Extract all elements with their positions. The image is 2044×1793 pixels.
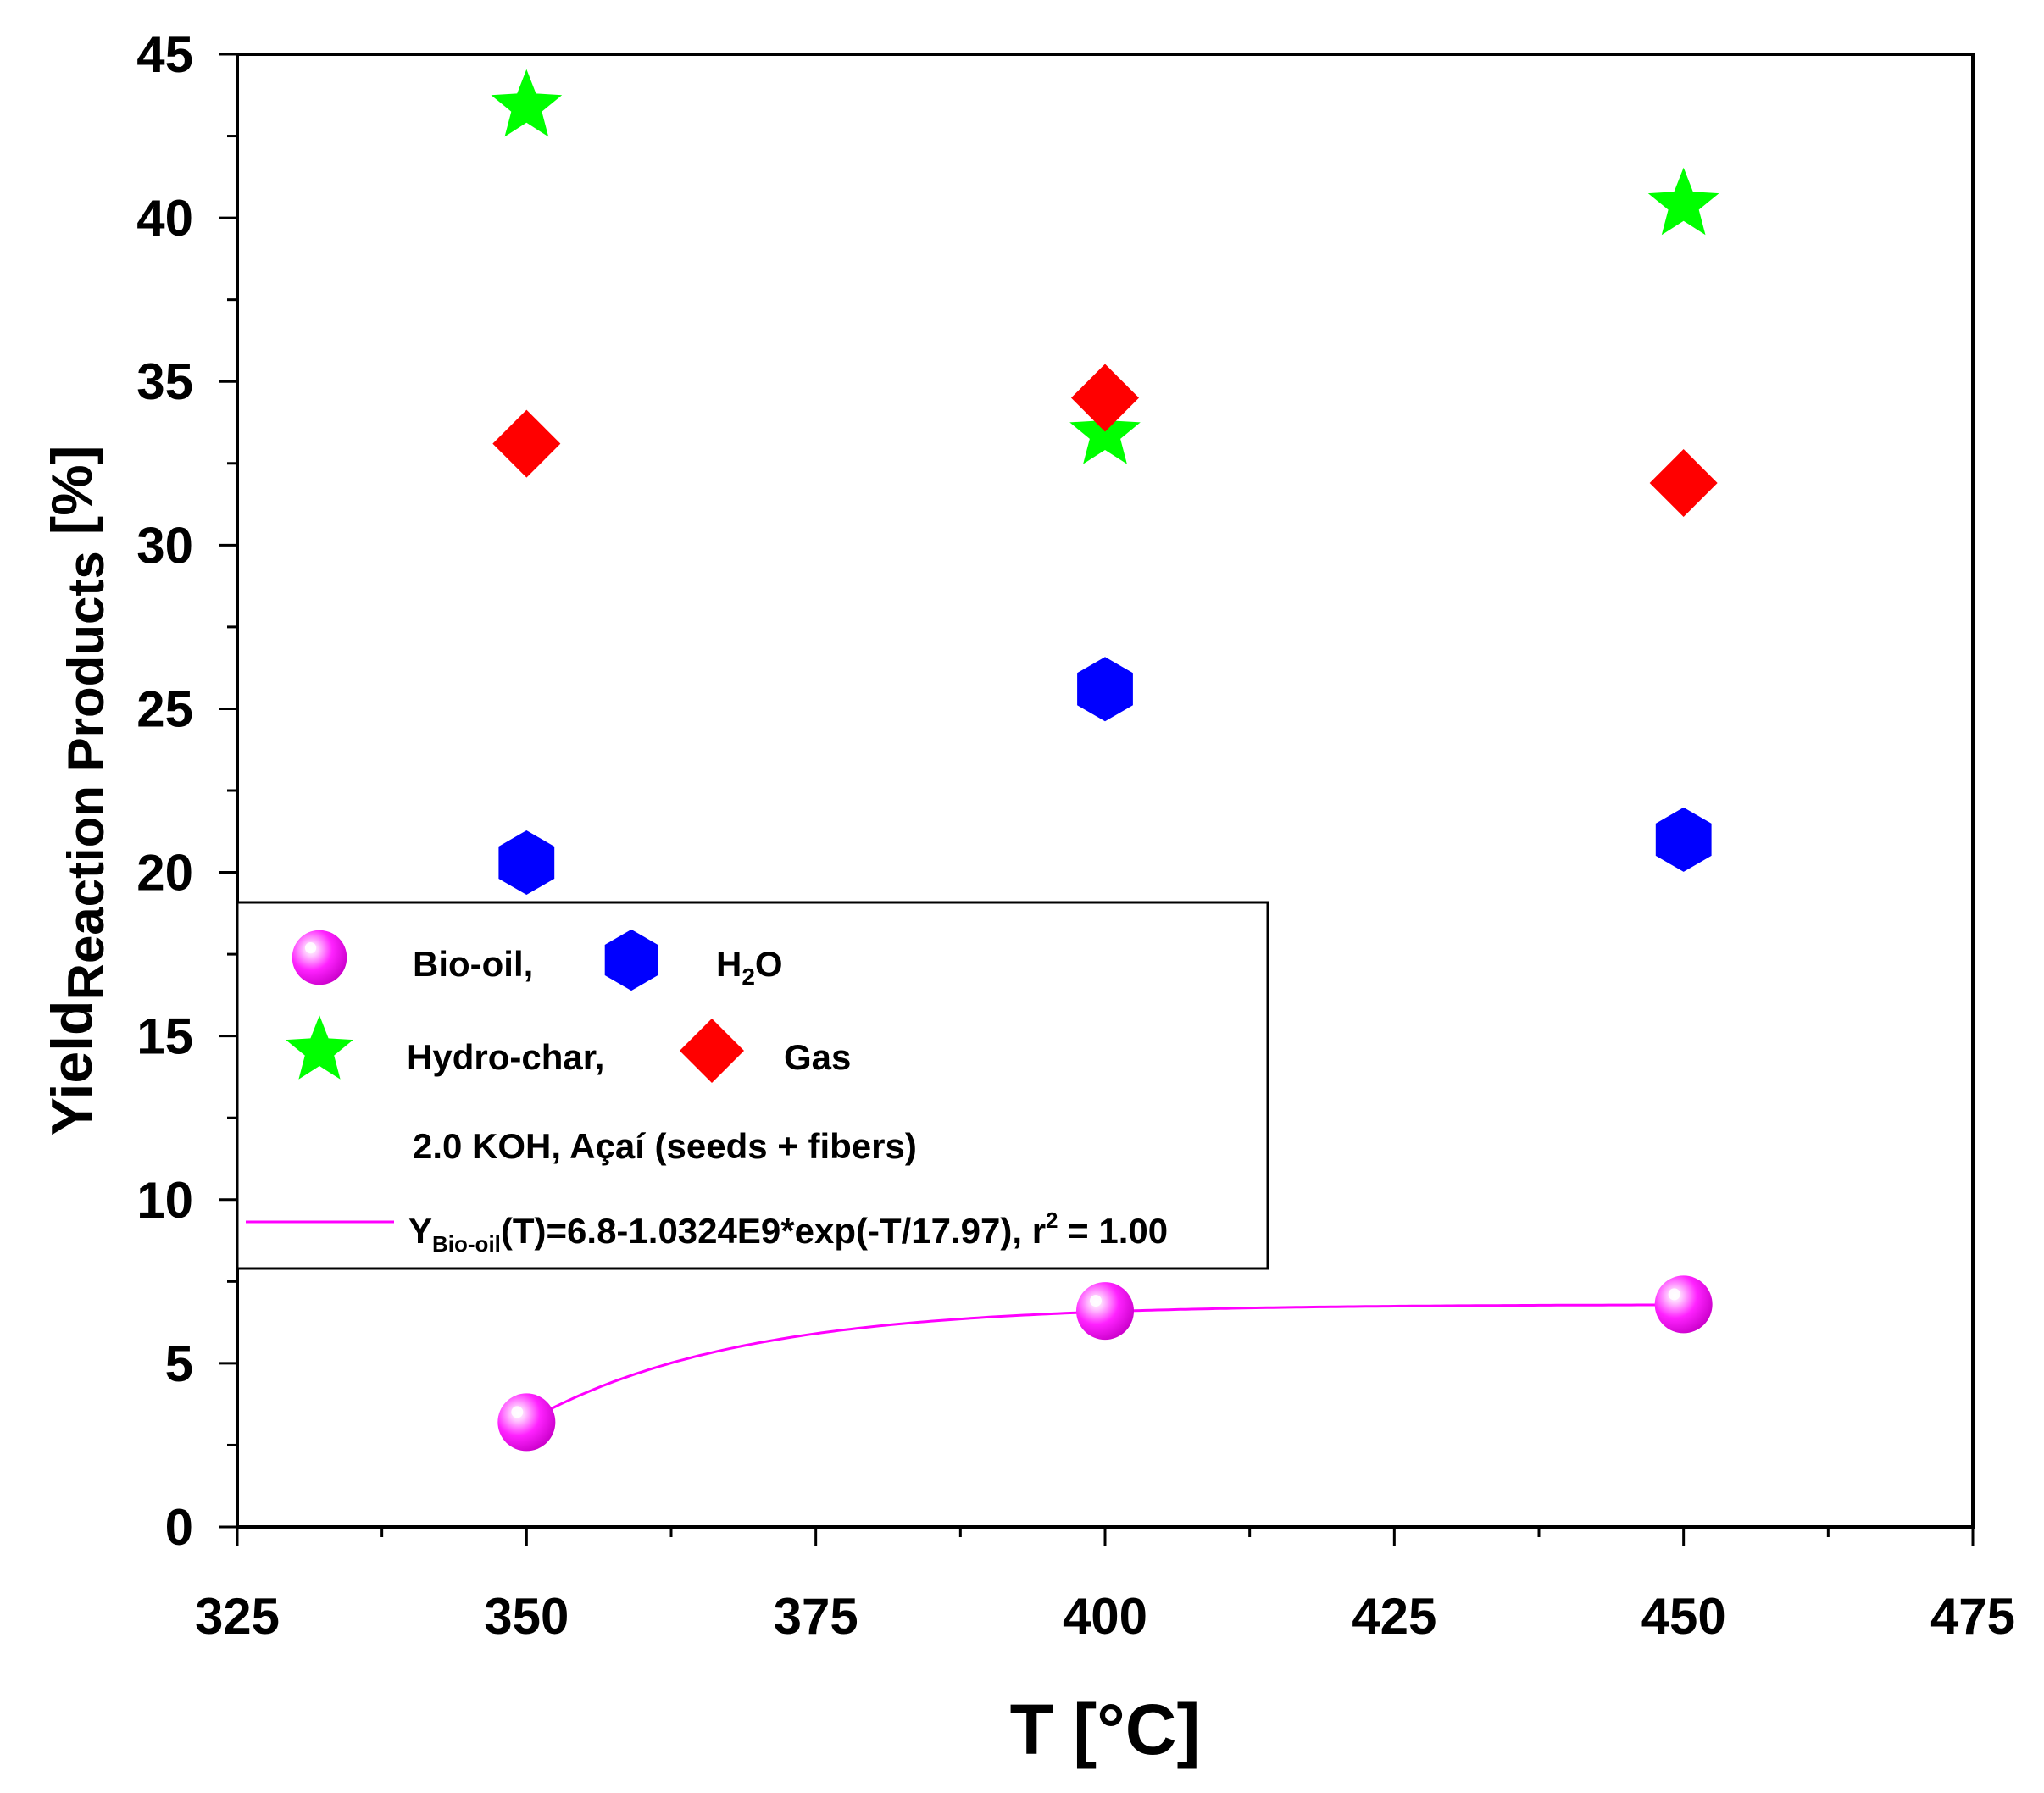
bio-oil-sphere-body (497, 1393, 556, 1452)
y-tick-label: 15 (136, 1008, 193, 1065)
y-axis-title-unit: [%] (40, 446, 104, 552)
bio-oil-sphere-highlight (304, 941, 317, 954)
hydro-char-point (1647, 167, 1719, 236)
bio-oil-point (1076, 1282, 1134, 1341)
bio-oil-sphere-highlight (1668, 1288, 1680, 1301)
y-tick-label: 5 (165, 1335, 193, 1392)
y-tick-label: 40 (136, 190, 193, 247)
bio-oil-point (497, 1393, 556, 1452)
y-tick-label: 30 (136, 517, 193, 574)
h2o-point (498, 830, 555, 895)
bio-oil-point (1654, 1275, 1713, 1334)
y-axis: 0 5 10 15 20 25 30 35 40 45 (136, 26, 237, 1556)
legend-label-h2o-sub: 2 (742, 963, 755, 990)
legend-swatch-hydro-char (286, 1015, 353, 1080)
hydro-char-point (491, 69, 563, 137)
legend-swatch-h2o (604, 929, 658, 991)
x-tick-label: 450 (1641, 1588, 1726, 1645)
legend-swatch-bio-oil (292, 930, 347, 985)
y-axis-title: YieldReaction Products [%] (40, 446, 114, 1136)
legend-label-h2o: H2O (716, 944, 783, 990)
gas-point (1649, 448, 1718, 517)
legend-note: 2.0 KOH, Açaí (seeds + fibers) (413, 1126, 917, 1166)
legend-marks (286, 929, 744, 1083)
y-tick-label: 10 (136, 1172, 193, 1229)
h2o-point (1077, 657, 1133, 722)
x-axis-title: T [°C] (1010, 1690, 1201, 1769)
legend-label-h2o-tail: O (755, 944, 783, 984)
legend-fit-label-formula: (T)=6.8-1.0324E9*exp(-T/17.97), r (501, 1211, 1046, 1251)
h2o-point (1655, 807, 1712, 872)
x-tick-label: 425 (1352, 1588, 1436, 1645)
legend-label-h2o-main: H (716, 944, 742, 984)
bio-oil-sphere-highlight (1090, 1295, 1102, 1307)
y-tick-label: 20 (136, 845, 193, 902)
bio-oil-sphere-body (1654, 1275, 1713, 1334)
y-tick-label: 25 (136, 680, 193, 737)
x-tick-label: 375 (774, 1588, 858, 1645)
gas-point (492, 409, 561, 478)
bio-oil-sphere-body (292, 930, 347, 985)
legend-box (236, 901, 1269, 1270)
legend-fit-label-sup: 2 (1046, 1207, 1058, 1233)
y-tick-label: 45 (136, 26, 193, 83)
y-axis-title-sub: Reaction Products (58, 551, 114, 1000)
x-tick-label: 350 (484, 1588, 569, 1645)
y-tick-label: 0 (165, 1499, 193, 1556)
legend-fit-label-tail: = 1.00 (1058, 1211, 1169, 1251)
bio-oil-sphere-body (1076, 1282, 1134, 1341)
legend-fit-label: YBio-oil(T)=6.8-1.0324E9*exp(-T/17.97), … (408, 1207, 1168, 1257)
legend-fit-label-y: Y (408, 1211, 432, 1251)
x-axis: 325 350 375 400 425 450 475 (195, 1527, 2015, 1645)
legend-label-bio-oil: Bio-oil, (413, 944, 533, 984)
marks (491, 69, 1719, 1452)
y-axis-title-main: Yield (40, 1000, 104, 1135)
bio-oil-sphere-highlight (511, 1406, 524, 1418)
legend-label-gas: Gas (784, 1037, 851, 1077)
x-tick-label: 400 (1063, 1588, 1147, 1645)
gas-point (1071, 364, 1139, 432)
y-tick-label: 35 (136, 353, 193, 410)
legend: Bio-oil, H2O Hydro-char, Gas 2.0 KOH, Aç… (236, 901, 1269, 1270)
x-tick-label: 475 (1930, 1588, 2015, 1645)
x-tick-label: 325 (195, 1588, 280, 1645)
legend-swatch-gas (680, 1019, 744, 1083)
legend-label-hydro-char: Hydro-char, (407, 1037, 604, 1077)
legend-fit-label-y-sub: Bio-oil (432, 1231, 501, 1257)
